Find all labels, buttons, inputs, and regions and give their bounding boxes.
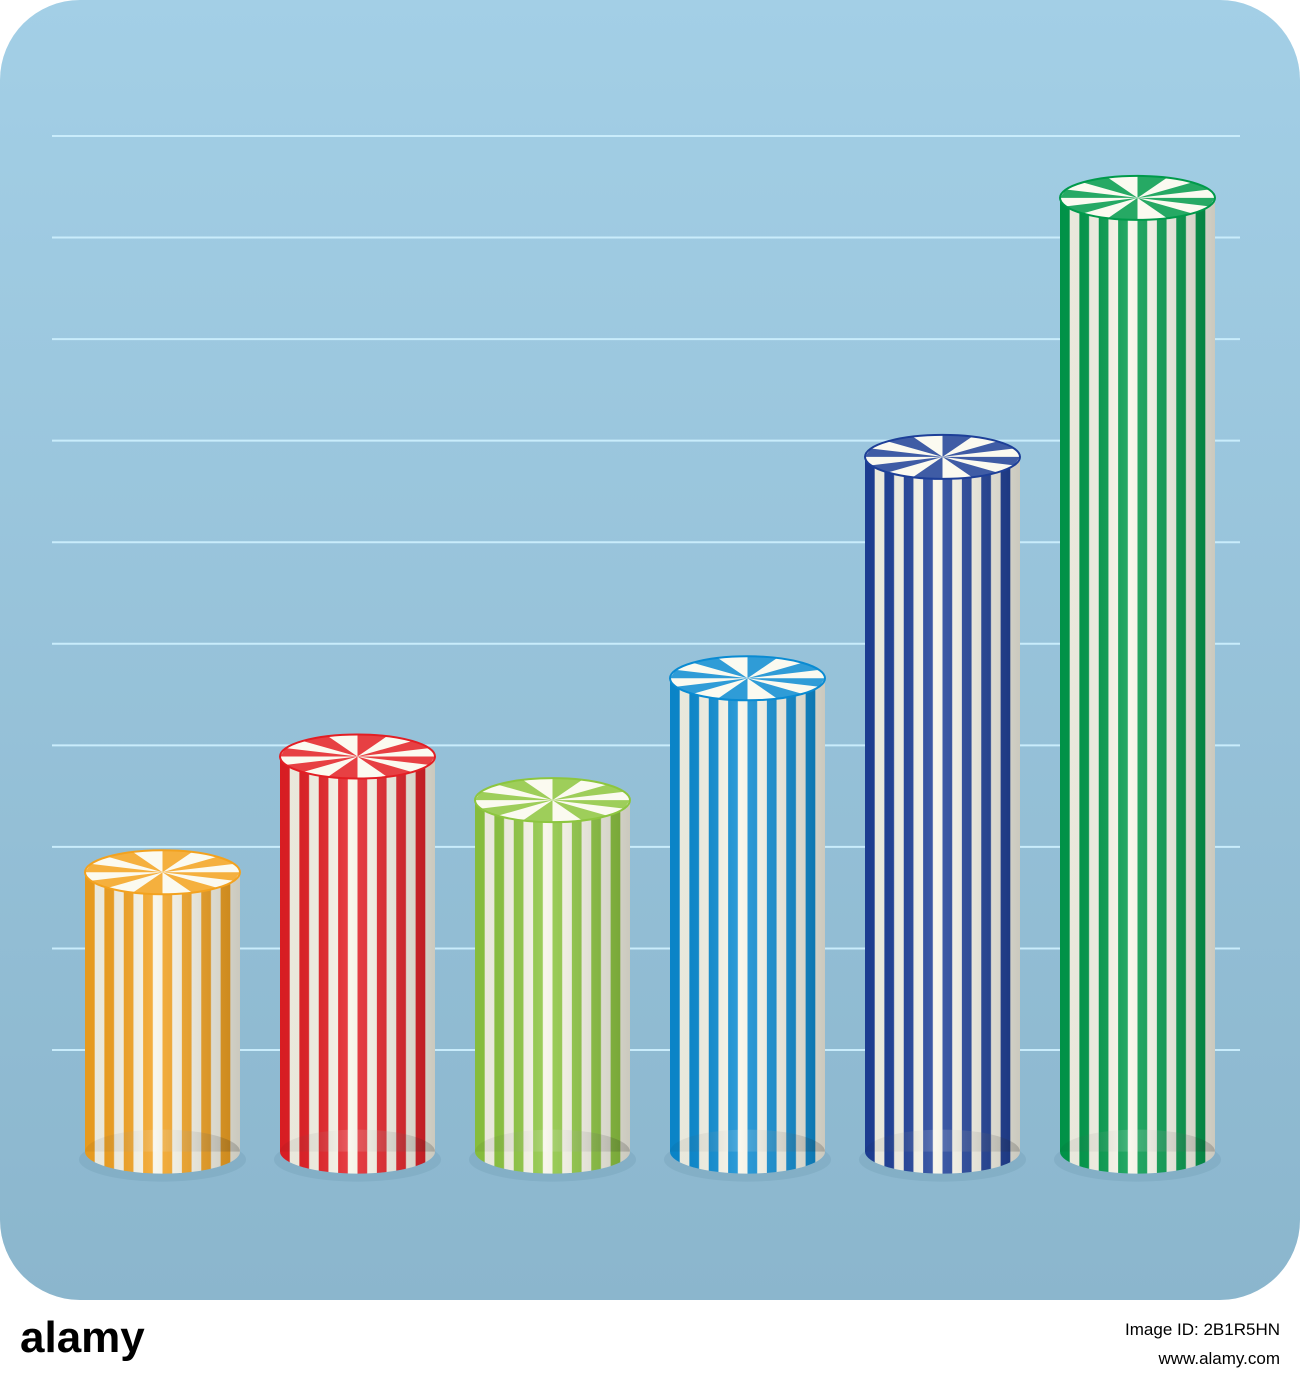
- bar-top-ray: [480, 800, 553, 816]
- bar-top-ray: [552, 800, 608, 821]
- bar-top-ray: [162, 872, 218, 893]
- bar-top-ray: [302, 736, 358, 757]
- bar-top-ray: [90, 872, 163, 888]
- bar-shading: [865, 456, 1020, 1152]
- bar-top-ray: [285, 756, 358, 773]
- bar-top-ray: [942, 434, 973, 457]
- bar-shading: [85, 1129, 240, 1174]
- bar-top-ray: [747, 678, 825, 687]
- bar-shading: [1060, 197, 1215, 1152]
- bar-shading: [475, 800, 630, 1152]
- bar-shading: [280, 756, 435, 1152]
- bar-top-ray: [1065, 197, 1138, 214]
- bar-top-ray: [1082, 177, 1138, 198]
- bar-top-ray: [497, 779, 553, 801]
- bar-top-ray: [327, 756, 358, 779]
- bar-top-ray: [870, 456, 943, 473]
- bar-top-ray: [675, 678, 748, 694]
- bar-shading: [475, 1129, 630, 1174]
- bar-top-ray: [357, 734, 388, 757]
- bar-top-ray: [522, 800, 553, 823]
- bar-top-ray: [132, 872, 163, 895]
- bar-top-ray: [1137, 197, 1215, 207]
- bar-top-ray: [692, 657, 748, 679]
- footer-bar: [0, 1300, 1300, 1390]
- bar-top-ray: [747, 678, 803, 699]
- bar-top-ray: [1107, 197, 1138, 220]
- bar-shading: [670, 678, 825, 1152]
- footer-brand: alamy: [20, 1313, 145, 1362]
- bar-top-ray: [1137, 182, 1210, 198]
- bar-top-ray: [1137, 175, 1168, 198]
- bar-top-ray: [280, 748, 358, 757]
- bar-top-ray: [912, 456, 943, 479]
- bar-top-ray: [942, 456, 998, 478]
- bar-top-ray: [942, 441, 1015, 457]
- bar-top-ray: [552, 784, 625, 801]
- bar-shading: [865, 1129, 1020, 1174]
- bar-top-ray: [1060, 189, 1138, 198]
- footer-url: www.alamy.com: [1157, 1349, 1280, 1368]
- bar-top-ray: [162, 856, 235, 873]
- bar-top-ray: [357, 740, 430, 757]
- bar-shading: [670, 1129, 825, 1174]
- bar-top-ray: [162, 850, 193, 873]
- bar-top-ray: [747, 656, 778, 679]
- bar-shading: [280, 1129, 435, 1174]
- bar-top-ray: [747, 662, 820, 679]
- bar-top-ray: [1137, 197, 1193, 219]
- bar-top-ray: [107, 851, 163, 873]
- bar-shading: [1060, 1129, 1215, 1174]
- bar-top-ray: [865, 448, 943, 457]
- bar-top-ray: [717, 678, 748, 701]
- bar-top-ray: [552, 778, 583, 801]
- bar-top-ray: [942, 456, 1020, 466]
- bar-top-ray: [357, 756, 435, 765]
- bar-top-ray: [85, 863, 163, 873]
- bar-top-ray: [670, 669, 748, 679]
- bar-shading: [85, 872, 240, 1152]
- bar-top-ray: [162, 872, 240, 881]
- bar-top-ray: [887, 436, 943, 457]
- bar-top-ray: [357, 756, 413, 777]
- bar-top-ray: [552, 800, 630, 809]
- footer-image-id: Image ID: 2B1R5HN: [1125, 1320, 1280, 1339]
- bar-top-ray: [475, 791, 553, 801]
